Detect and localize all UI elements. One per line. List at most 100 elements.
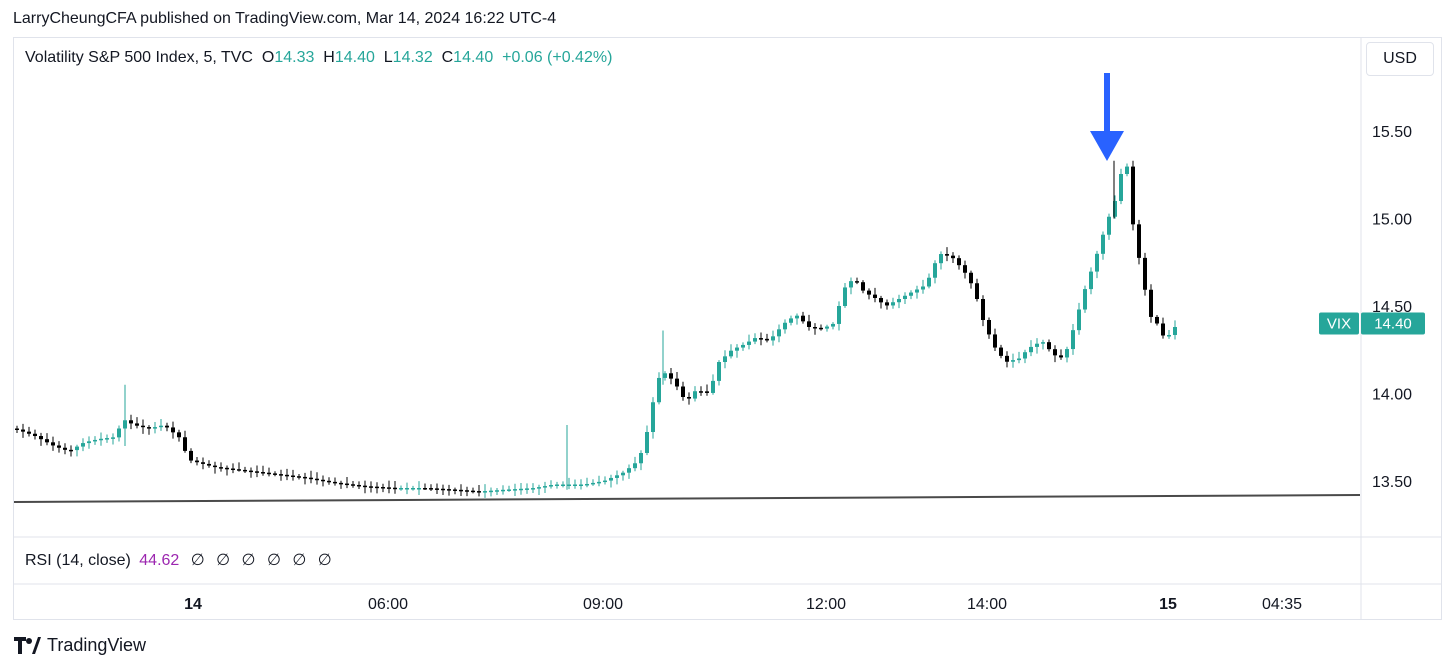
candle-body [735,347,739,351]
candle-body [705,391,709,393]
candle-body [165,425,169,428]
support-line [13,494,1361,503]
candle-body [771,336,775,341]
candle-body [417,488,421,490]
candle-body [1107,216,1111,235]
candle-body [63,447,67,450]
candle-body [231,468,235,471]
candle-body [87,441,91,444]
candle-body [927,277,931,287]
candle-body [903,295,907,299]
candle-body [615,475,619,478]
candle-body [585,483,589,486]
vix-price-label: 14.40 [1374,316,1412,333]
candle-body [1029,346,1033,353]
candle-body [591,482,595,485]
candle-body [45,439,49,443]
candle-body [507,489,511,491]
candle-body [345,483,349,486]
candle-body [1077,309,1081,331]
brand-name: TradingView [47,635,147,655]
candle-body [975,283,979,299]
candle-body [807,321,811,327]
tradingview-brand[interactable]: TradingView [14,635,146,656]
chart-dividers [14,38,1441,620]
candle-body [855,281,859,283]
candle-body [525,488,529,490]
candle-body [93,439,97,442]
candle-body [795,315,799,319]
candle-body [1173,327,1177,335]
candle-body [597,481,601,484]
candle-body [861,282,865,291]
x-tick-label: 06:00 [368,596,408,613]
candle-body [411,488,415,490]
candle-body [453,489,457,491]
candle-body [969,272,973,284]
candle-body [369,486,373,488]
x-tick-label: 12:00 [806,596,846,613]
high-label: H [323,49,335,66]
y-tick-label: 13.50 [1372,474,1412,491]
candle-body [183,437,187,451]
candle-body [33,433,37,437]
vix-symbol-tag [1319,312,1359,335]
candle-body [909,292,913,296]
candle-body [429,488,433,490]
candle-body [255,471,259,473]
candle-body [729,350,733,357]
candle-body [819,327,823,330]
candle-body [753,338,757,342]
candle-body [177,432,181,438]
candle-body [327,480,331,483]
candle-body [1017,358,1021,361]
open-label: O [261,49,275,66]
candle-body [1059,355,1063,358]
candle-body [741,344,745,348]
rsi-na-4: ∅ [266,552,281,569]
candle-body [117,428,121,438]
candle-body [987,320,991,335]
candle-body [1041,342,1045,344]
y-tick-label: 14.50 [1372,299,1412,316]
candle-body [435,488,439,490]
candle-body [27,431,31,434]
candle-body [675,378,679,387]
candle-body [279,474,283,476]
candle-body [375,486,379,489]
x-tick-label: 14 [184,596,202,613]
candle-body [1053,349,1057,356]
candle-body [627,468,631,473]
candle-body [297,476,301,478]
candle-body [21,429,25,432]
candle-body [357,484,361,487]
candle-body [1089,271,1093,290]
candle-body [579,484,583,486]
currency-button[interactable]: USD [1366,42,1434,76]
candle-body [261,472,265,474]
price-axis: 15.50 15.00 14.50 14.00 13.50 [1372,124,1412,491]
candle-body [393,487,397,490]
candle-body [1131,166,1135,225]
rsi-value: 44.62 [139,552,180,569]
rsi-label: RSI (14, close) [25,552,131,569]
candle-body [495,490,499,492]
candle-body [57,445,61,448]
candle-body [267,472,271,475]
candle-body [999,347,1003,356]
candle-body [1119,174,1123,201]
candle-body [489,490,493,493]
candle-body [873,294,877,298]
candle-body [1035,343,1039,347]
candle-body [423,488,427,490]
candle-body [1143,257,1147,290]
candle-body [543,486,547,488]
tradingview-logo-icon [14,637,41,654]
candle-body [531,488,535,490]
candle-body [951,255,955,259]
candle-body [1167,335,1171,337]
candle-body [783,322,787,330]
high-value: 14.40 [334,49,375,66]
candle-body [141,425,145,428]
